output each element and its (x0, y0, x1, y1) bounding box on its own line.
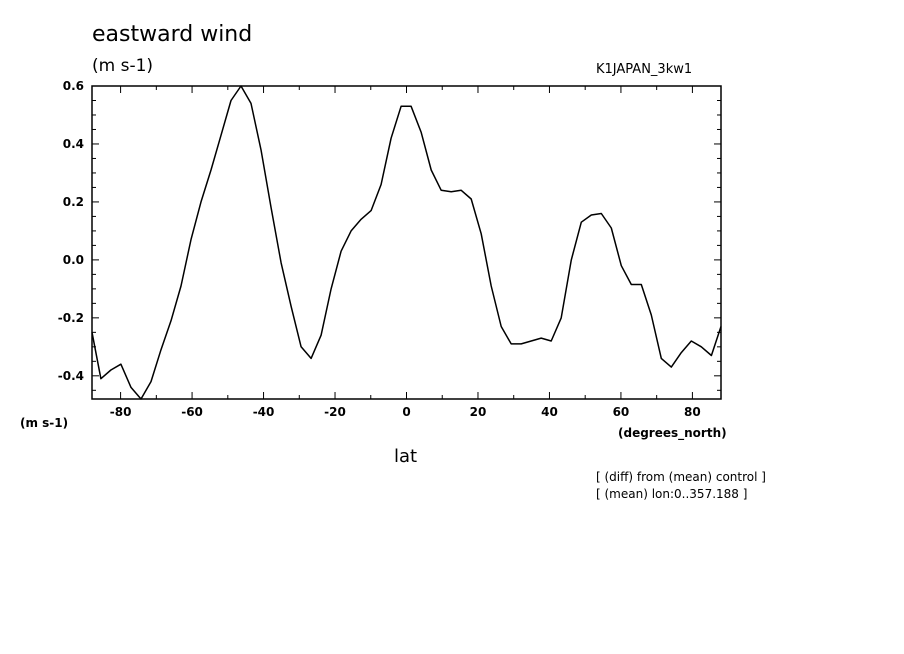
x-tick-label: 60 (613, 405, 630, 419)
annotation-mean: [ (mean) lon:0..357.188 ] (596, 487, 748, 501)
series-line-group (91, 85, 722, 400)
y-tick-labels: -0.4 -0.2 0.0 0.2 0.4 0.6 (58, 79, 84, 383)
chart-units-label: (m s-1) (92, 56, 154, 76)
x-tick-label: 40 (541, 405, 558, 419)
x-tick-label: 80 (684, 405, 701, 419)
x-tick-label: -60 (181, 405, 203, 419)
x-tick-label: 0 (402, 405, 410, 419)
x-tick-labels: -80 -60 -40 -20 0 20 40 60 80 (110, 405, 701, 419)
x-tick-label: -20 (324, 405, 346, 419)
x-axis-unit-label: (degrees_north) (618, 426, 727, 440)
annotation-diff: [ (diff) from (mean) control ] (596, 470, 766, 484)
x-tick-label: 20 (470, 405, 487, 419)
plot-frame (91, 85, 722, 400)
x-tick-label: -80 (110, 405, 132, 419)
y-tick-label: 0.0 (63, 253, 84, 267)
y-tick-label: -0.4 (58, 369, 84, 383)
y-tick-label: 0.2 (63, 195, 84, 209)
y-tick-label: -0.2 (58, 311, 84, 325)
x-axis-label: lat (394, 446, 418, 467)
x-tick-label: -40 (253, 405, 275, 419)
y-tick-label: 0.4 (63, 137, 84, 151)
axis-ticks (92, 85, 721, 399)
y-axis-unit-label: (m s-1) (20, 416, 69, 430)
run-label: K1JAPAN_3kw1 (596, 62, 693, 77)
series-line (91, 85, 722, 400)
y-tick-label: 0.6 (63, 79, 84, 93)
chart-title: eastward wind (92, 22, 253, 47)
